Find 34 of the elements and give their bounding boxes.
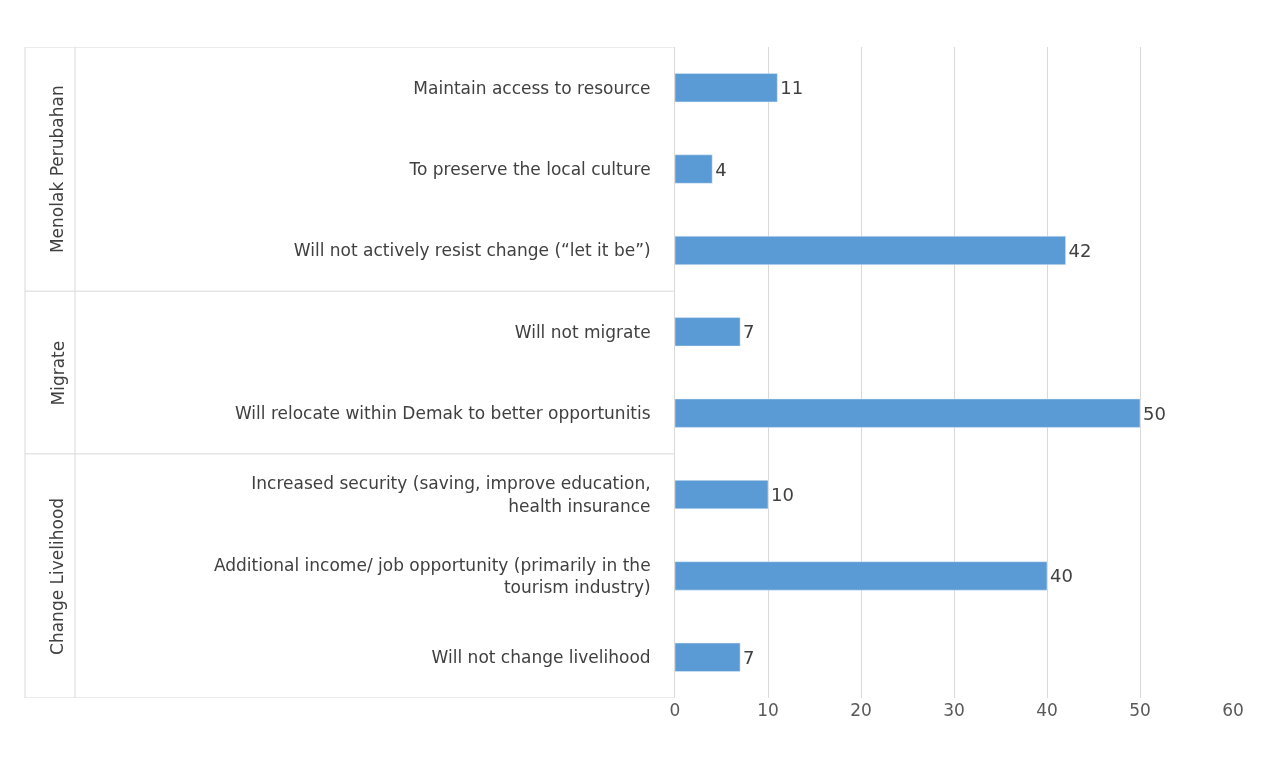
data-label: 4	[715, 158, 727, 180]
data-label: 42	[1068, 239, 1092, 261]
y-tick-label: To preserve the local culture	[408, 159, 651, 180]
bar	[675, 561, 1048, 591]
y-tick-label: Increased security (saving, improve education, health insurance	[251, 473, 651, 516]
text: Migrate	[47, 340, 68, 406]
data-label: 40	[1050, 565, 1073, 587]
bar	[675, 235, 1066, 265]
bar	[675, 154, 713, 184]
x-tick-label: 50	[1129, 700, 1151, 720]
bar	[675, 73, 778, 103]
x-tick-label: 0	[669, 700, 681, 720]
y-tick-label: Will not actively resist change (“let it be”)	[293, 240, 651, 261]
x-tick-label: 20	[850, 700, 872, 720]
y-tick-label: Will relocate within Demak to better opportunitis	[234, 403, 651, 424]
text: Change Livelihood	[47, 497, 68, 655]
data-label: 7	[743, 321, 755, 343]
bar	[675, 480, 769, 510]
y-tick-label: Maintain access to resource	[413, 77, 651, 98]
data-label: 11	[780, 77, 804, 99]
text: Menolak Perubahan	[46, 85, 67, 254]
data-label: 10	[771, 484, 794, 506]
x-tick-label: 10	[757, 700, 779, 720]
y-tick-label: Additional income/ job opportunity (primarily in the tourism industry)	[213, 554, 651, 597]
x-tick-label: 60	[1222, 700, 1244, 720]
bar	[675, 317, 741, 347]
y-tick-label: Will not migrate	[514, 321, 651, 342]
bar	[675, 642, 741, 672]
data-label: 7	[743, 646, 755, 668]
bar	[675, 398, 1141, 428]
x-tick-label: 30	[943, 700, 965, 720]
x-tick-label: 40	[1036, 700, 1058, 720]
data-label: 50	[1143, 402, 1166, 424]
y-tick-label: Will not change livelihood	[431, 647, 651, 668]
